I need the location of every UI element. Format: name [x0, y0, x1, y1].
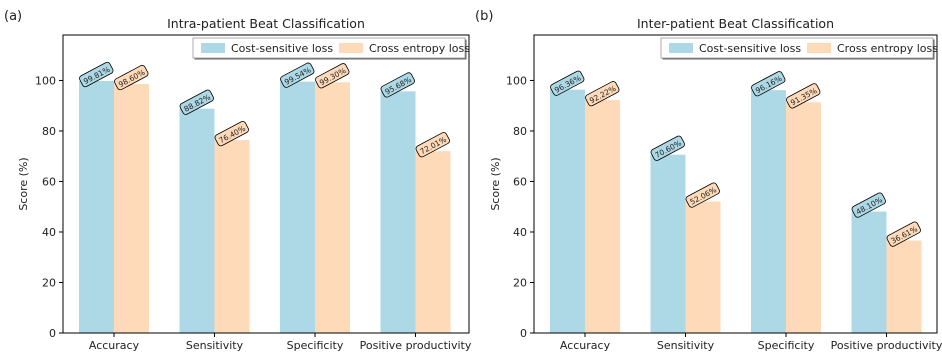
data-label-box [415, 132, 450, 158]
bar-cost-sensitive [380, 91, 416, 333]
chart-panel-a: (a) Intra-patient Beat Classification Scor… [4, 9, 472, 352]
data-label-box [585, 81, 620, 107]
bar-cross-entropy [685, 201, 721, 333]
bar-cross-entropy [214, 140, 250, 333]
chart-title: Intra-patient Beat Classification [167, 16, 365, 31]
panel-tag: (b) [475, 9, 493, 24]
plot-frame [533, 34, 938, 334]
data-label-box [786, 83, 821, 109]
bar-cost-sensitive [650, 154, 686, 333]
bar-cost-sensitive [79, 80, 114, 333]
bar-cross-entropy [315, 82, 350, 333]
data-label-box [79, 61, 114, 88]
y-tick-label: 0 [49, 327, 56, 340]
bar-cross-entropy [886, 240, 922, 333]
y-tick-label: 20 [42, 276, 56, 289]
data-label-box [851, 192, 886, 218]
legend-label: Cost-sensitive loss [231, 42, 333, 55]
y-axis-label: Score (%) [489, 157, 502, 210]
legend-box [660, 37, 934, 59]
data-label-box [886, 221, 921, 247]
x-tick-label: Sensitivity [186, 339, 244, 352]
panel-tag: (a) [4, 9, 22, 24]
data-label-box [179, 89, 214, 115]
chart-panel-b: (b) Inter-patient Beat Classification Scor… [475, 9, 942, 352]
legend-label: Cost-sensitive loss [699, 42, 801, 55]
data-label-box [650, 135, 685, 161]
legend: Cost-sensitive loss Cross entropy loss [192, 37, 470, 60]
bar-cost-sensitive [851, 211, 887, 333]
data-label-box [550, 70, 585, 96]
y-tick-label: 20 [513, 276, 527, 289]
x-tick-label: Positive productivity [831, 339, 942, 352]
bar-cost-sensitive [179, 108, 215, 333]
bar-cross-entropy [114, 83, 149, 333]
bar-cross-entropy [585, 100, 620, 333]
plot-frame [62, 34, 470, 334]
y-tick-label: 100 [506, 74, 527, 87]
x-tick-label: Specificity [287, 339, 344, 352]
legend-label: Cross entropy loss [369, 42, 470, 55]
x-tick-label: Accuracy [89, 339, 140, 352]
data-label-box [380, 72, 415, 98]
legend: Cost-sensitive loss Cross entropy loss [660, 37, 938, 60]
legend-box [192, 37, 466, 59]
x-tick-label: Specificity [758, 339, 815, 352]
x-tick-label: Accuracy [560, 339, 611, 352]
y-tick-label: 60 [513, 175, 527, 188]
legend-label: Cross entropy loss [837, 42, 938, 55]
bar-cross-entropy [786, 102, 821, 333]
y-tick-label: 100 [35, 74, 56, 87]
bar-cost-sensitive [280, 81, 315, 333]
y-tick-label: 40 [42, 226, 56, 239]
y-tick-label: 40 [513, 226, 527, 239]
legend-swatch [201, 43, 225, 53]
bar-cost-sensitive [751, 90, 786, 334]
legend-swatch [339, 43, 363, 53]
data-label-box [214, 120, 249, 147]
y-tick-label: 60 [42, 175, 56, 188]
data-label-box [315, 63, 350, 89]
x-tick-label: Positive productivity [360, 339, 472, 352]
data-label-box [114, 64, 149, 91]
bar-cross-entropy [415, 151, 451, 333]
legend-swatch [669, 43, 693, 53]
chart-title: Inter-patient Beat Classification [637, 16, 834, 31]
data-label-box [685, 182, 720, 208]
y-axis-label: Score (%) [17, 157, 30, 210]
bar-cost-sensitive [550, 89, 585, 333]
data-label-box [280, 62, 315, 88]
x-tick-label: Sensitivity [657, 339, 715, 352]
y-tick-label: 0 [520, 327, 527, 340]
y-tick-label: 80 [513, 125, 527, 138]
y-tick-label: 80 [42, 125, 56, 138]
legend-swatch [807, 43, 831, 53]
data-label-box [751, 71, 786, 97]
